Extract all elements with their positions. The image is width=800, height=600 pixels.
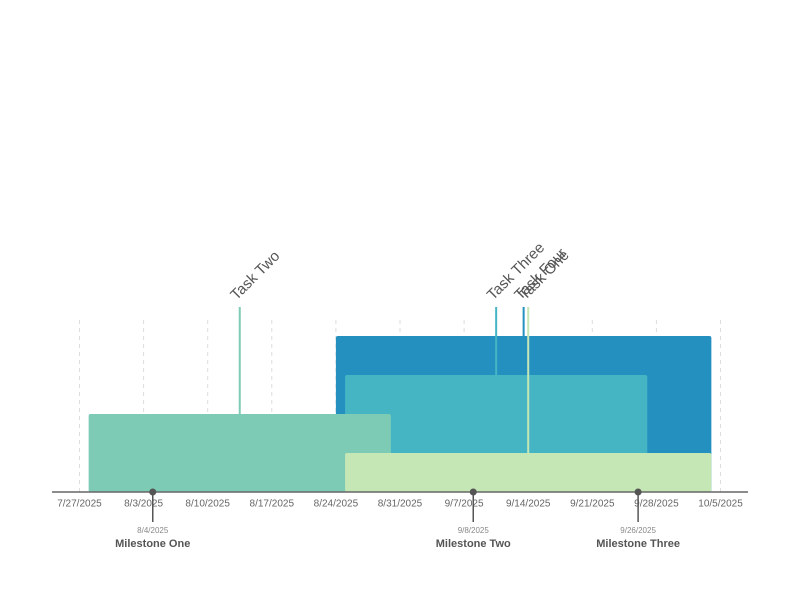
milestone-date: 9/26/2025 [620,526,656,535]
task-bar [88,414,391,492]
milestone-date: 8/4/2025 [137,526,169,535]
task-label: Task Two [227,248,283,304]
x-tick-label: 8/3/2025 [124,499,163,510]
x-tick-label: 7/27/2025 [57,499,102,510]
x-tick-label: 8/31/2025 [378,499,423,510]
milestone-dot [469,488,477,496]
milestone-dot [634,488,642,496]
x-tick-label: 9/21/2025 [570,499,615,510]
x-tick-label: 8/17/2025 [250,499,295,510]
milestone-name: Milestone One [115,538,190,550]
milestone-date: 9/8/2025 [458,526,490,535]
milestone-dot [149,488,157,496]
task-bar [345,453,712,492]
x-tick-label: 9/28/2025 [634,499,679,510]
milestone-name: Milestone Two [436,538,511,550]
x-tick-label: 8/10/2025 [185,499,230,510]
x-tick-label: 9/14/2025 [506,499,551,510]
x-tick-label: 9/7/2025 [445,499,484,510]
milestone-name: Milestone Three [596,538,680,550]
x-tick-label: 8/24/2025 [314,499,359,510]
x-tick-label: 10/5/2025 [698,499,743,510]
